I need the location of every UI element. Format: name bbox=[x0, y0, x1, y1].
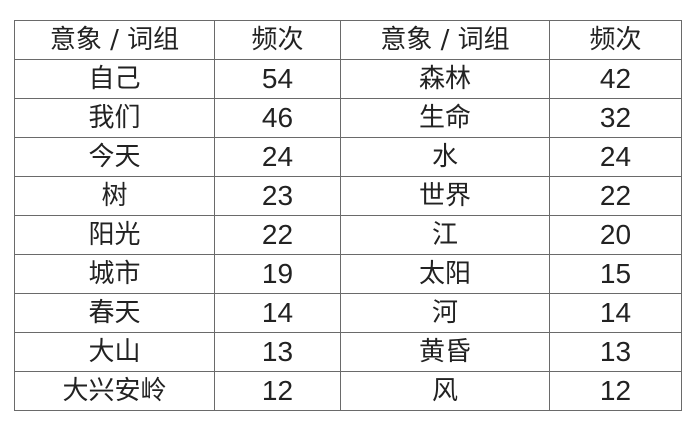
frequency-cell: 22 bbox=[214, 215, 341, 255]
table-row: 大兴安岭 12 风 12 bbox=[14, 371, 682, 411]
frequency-cell: 24 bbox=[549, 137, 682, 177]
frequency-cell: 13 bbox=[549, 332, 682, 372]
term-cell: 生命 bbox=[340, 98, 550, 138]
frequency-cell: 14 bbox=[214, 293, 341, 333]
table-row: 春天 14 河 14 bbox=[14, 293, 682, 333]
term-cell: 黄昏 bbox=[340, 332, 550, 372]
frequency-cell: 24 bbox=[214, 137, 341, 177]
table-row: 我们 46 生命 32 bbox=[14, 98, 682, 138]
header-term: 意象 / 词组 bbox=[14, 20, 215, 60]
frequency-cell: 14 bbox=[549, 293, 682, 333]
term-cell: 太阳 bbox=[340, 254, 550, 294]
header-frequency: 频次 bbox=[214, 20, 341, 60]
term-cell: 江 bbox=[340, 215, 550, 255]
term-cell: 大山 bbox=[14, 332, 215, 372]
term-cell: 水 bbox=[340, 137, 550, 177]
frequency-cell: 12 bbox=[214, 371, 341, 411]
frequency-cell: 19 bbox=[214, 254, 341, 294]
table-row: 树 23 世界 22 bbox=[14, 176, 682, 216]
frequency-cell: 42 bbox=[549, 59, 682, 99]
term-cell: 自己 bbox=[14, 59, 215, 99]
table-row: 自己 54 森林 42 bbox=[14, 59, 682, 99]
header-row: 意象 / 词组 频次 意象 / 词组 频次 bbox=[14, 20, 682, 60]
frequency-cell: 54 bbox=[214, 59, 341, 99]
term-cell: 今天 bbox=[14, 137, 215, 177]
term-cell: 风 bbox=[340, 371, 550, 411]
header-term: 意象 / 词组 bbox=[340, 20, 550, 60]
term-cell: 大兴安岭 bbox=[14, 371, 215, 411]
frequency-cell: 20 bbox=[549, 215, 682, 255]
table-row: 大山 13 黄昏 13 bbox=[14, 332, 682, 372]
term-cell: 世界 bbox=[340, 176, 550, 216]
term-cell: 河 bbox=[340, 293, 550, 333]
table-row: 今天 24 水 24 bbox=[14, 137, 682, 177]
term-cell: 树 bbox=[14, 176, 215, 216]
header-frequency: 频次 bbox=[549, 20, 682, 60]
frequency-cell: 12 bbox=[549, 371, 682, 411]
frequency-cell: 13 bbox=[214, 332, 341, 372]
frequency-cell: 32 bbox=[549, 98, 682, 138]
frequency-cell: 15 bbox=[549, 254, 682, 294]
term-cell: 城市 bbox=[14, 254, 215, 294]
term-cell: 春天 bbox=[14, 293, 215, 333]
table-row: 城市 19 太阳 15 bbox=[14, 254, 682, 294]
frequency-table: 意象 / 词组 频次 意象 / 词组 频次 自己 54 森林 42 我们 46 生命 32 今天… bbox=[14, 20, 682, 411]
frequency-cell: 23 bbox=[214, 176, 341, 216]
frequency-cell: 22 bbox=[549, 176, 682, 216]
term-cell: 我们 bbox=[14, 98, 215, 138]
frequency-cell: 46 bbox=[214, 98, 341, 138]
table-row: 阳光 22 江 20 bbox=[14, 215, 682, 255]
term-cell: 阳光 bbox=[14, 215, 215, 255]
term-cell: 森林 bbox=[340, 59, 550, 99]
